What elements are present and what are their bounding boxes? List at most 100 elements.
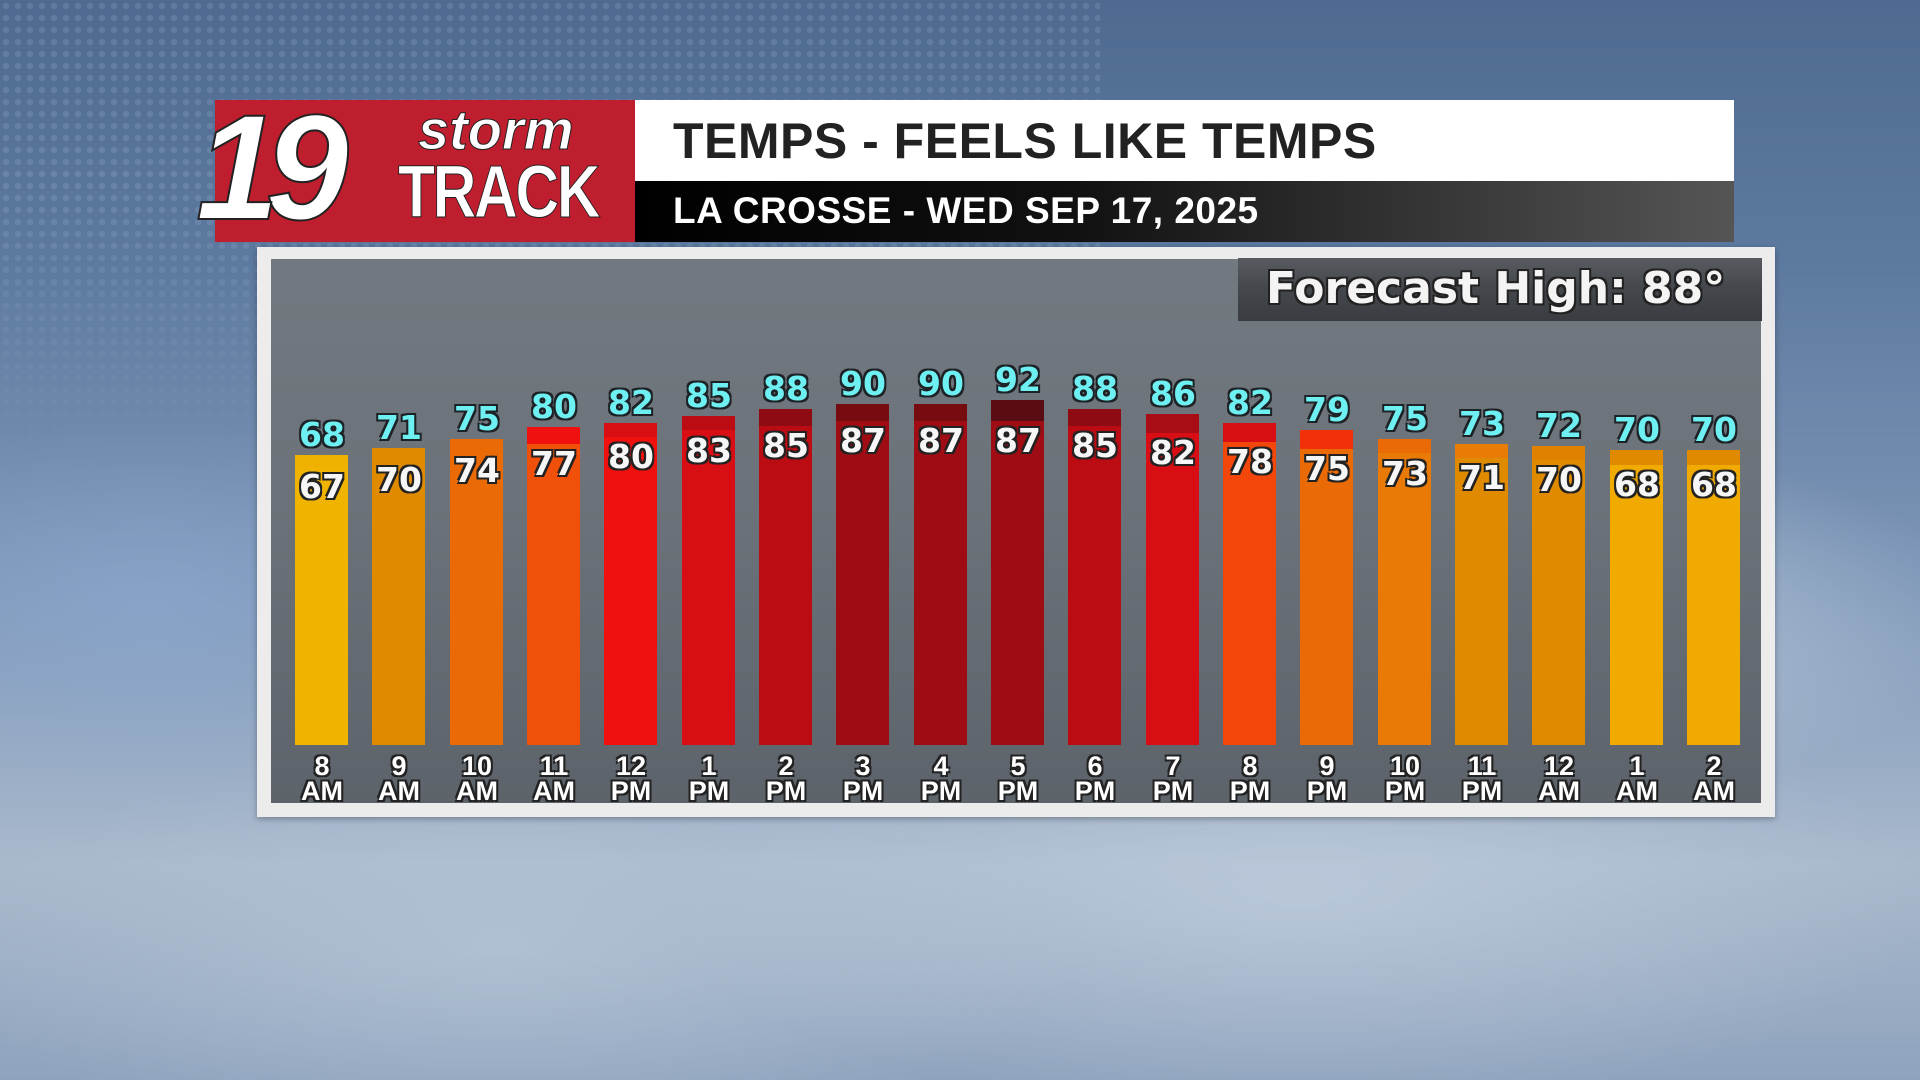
feels-like-bar — [1532, 460, 1585, 745]
temperature-value: 75 — [454, 398, 500, 438]
temperature-bar — [1146, 413, 1199, 745]
feels-like-bar — [682, 430, 735, 745]
feels-like-bar — [1146, 432, 1199, 745]
temperature-bar — [1687, 450, 1740, 745]
temperature-bar — [1455, 443, 1508, 745]
temperature-value: 92 — [995, 359, 1041, 399]
hour-number: 8 — [314, 751, 330, 781]
hour-number: 10 — [461, 751, 493, 781]
temperature-bar — [295, 455, 348, 745]
logo-number: 19 — [195, 83, 350, 251]
temperature-bar — [1532, 445, 1585, 745]
temperature-value: 72 — [1536, 405, 1582, 445]
feels-like-bar — [450, 451, 503, 745]
hour-label: 8 AM — [282, 751, 362, 805]
feels-like-value: 82 — [1150, 432, 1196, 472]
hour-label: 8 PM — [1210, 753, 1290, 806]
hour-label: 9 AM — [359, 751, 439, 805]
feels-like-value: 80 — [608, 437, 654, 477]
temperature-value: 70 — [1691, 410, 1737, 450]
hour-number: 12 — [1543, 751, 1575, 781]
hour-number: 9 — [391, 751, 407, 781]
am-pm: PM — [1152, 776, 1194, 806]
am-pm: AM — [456, 776, 498, 806]
hour-label: 2 AM — [1674, 751, 1754, 806]
page-title: TEMPS - FEELS LIKE TEMPS — [673, 113, 1377, 169]
hour-number: 2 — [1706, 751, 1722, 781]
hour-number: 10 — [1389, 751, 1421, 781]
temperature-bar — [1223, 422, 1276, 745]
feels-like-bar — [1610, 464, 1663, 745]
hour-number: 6 — [1087, 751, 1103, 781]
am-pm: PM — [610, 776, 652, 806]
feels-like-bar — [1455, 458, 1508, 745]
feels-like-bar — [1687, 464, 1740, 745]
temperature-value: 73 — [1459, 403, 1505, 443]
feels-like-bar — [604, 437, 657, 745]
temperature-value: 90 — [840, 364, 886, 404]
temperature-bar — [914, 404, 967, 745]
hour-label: 2 PM — [746, 753, 826, 806]
feels-like-bar — [1068, 425, 1121, 745]
temperature-bar — [1068, 409, 1121, 745]
temperature-bar — [604, 422, 657, 745]
temperature-value: 75 — [1382, 398, 1428, 438]
temperature-value: 68 — [299, 415, 345, 454]
logo-background — [215, 100, 635, 242]
am-pm: PM — [1306, 776, 1348, 806]
hour-number: 1 — [701, 751, 717, 781]
temperature-bar — [991, 399, 1044, 745]
hour-number: 9 — [1319, 751, 1335, 781]
temperature-bar — [450, 438, 503, 745]
temperature-value: 85 — [686, 375, 732, 415]
feels-like-bar — [1223, 441, 1276, 745]
feels-like-bar — [836, 421, 889, 745]
temperature-bar — [372, 448, 425, 745]
hour-label: 3 PM — [823, 751, 903, 805]
temperature-bar — [527, 427, 580, 745]
feels-like-value: 77 — [531, 444, 577, 484]
subtitle-bar: LA CROSSE - WED SEP 17, 2025 — [635, 181, 1734, 242]
am-pm: PM — [1461, 776, 1503, 806]
feels-like-value: 73 — [1382, 453, 1428, 493]
hour-number: 11 — [539, 751, 569, 781]
forecast-high-box: Forecast High: 88° — [1238, 258, 1762, 321]
hour-label: 1 AM — [1597, 753, 1677, 805]
feels-like-value: 87 — [918, 421, 964, 461]
am-pm: PM — [765, 776, 807, 806]
feels-like-bar — [1300, 448, 1353, 745]
feels-like-value: 68 — [1614, 465, 1660, 504]
feels-like-value: 74 — [454, 451, 500, 491]
feels-like-value: 85 — [763, 425, 809, 465]
feels-like-bar — [372, 460, 425, 745]
hour-number: 11 — [1467, 751, 1497, 781]
hour-label: 5 PM — [978, 753, 1058, 806]
hour-number: 7 — [1165, 751, 1181, 781]
am-pm: AM — [1693, 776, 1735, 806]
temperature-bar — [682, 415, 735, 745]
hour-label: 9 PM — [1287, 751, 1367, 806]
am-pm: PM — [1229, 776, 1271, 806]
temperature-value: 82 — [608, 382, 654, 422]
temperature-value: 88 — [763, 369, 809, 408]
temperature-value: 90 — [918, 364, 964, 404]
am-pm: PM — [997, 776, 1039, 806]
temperature-value: 71 — [376, 408, 422, 448]
temperature-bar — [1300, 429, 1353, 745]
hour-label: 7 PM — [1133, 751, 1213, 806]
temperature-value: 86 — [1150, 373, 1196, 413]
am-pm: PM — [920, 776, 962, 806]
feels-like-bar — [991, 421, 1044, 745]
hour-number: 3 — [855, 751, 871, 781]
feels-like-bar — [1378, 453, 1431, 745]
feels-like-value: 78 — [1227, 442, 1273, 481]
temperature-value: 88 — [1072, 369, 1118, 408]
feels-like-value: 87 — [995, 421, 1041, 461]
temperature-value: 82 — [1227, 382, 1273, 422]
feels-like-bar — [914, 421, 967, 745]
hour-label: 4 PM — [901, 753, 981, 806]
am-pm: PM — [1384, 776, 1426, 806]
temperature-bar — [1610, 450, 1663, 745]
location-date: LA CROSSE - WED SEP 17, 2025 — [673, 190, 1259, 231]
am-pm: PM — [1074, 776, 1116, 806]
